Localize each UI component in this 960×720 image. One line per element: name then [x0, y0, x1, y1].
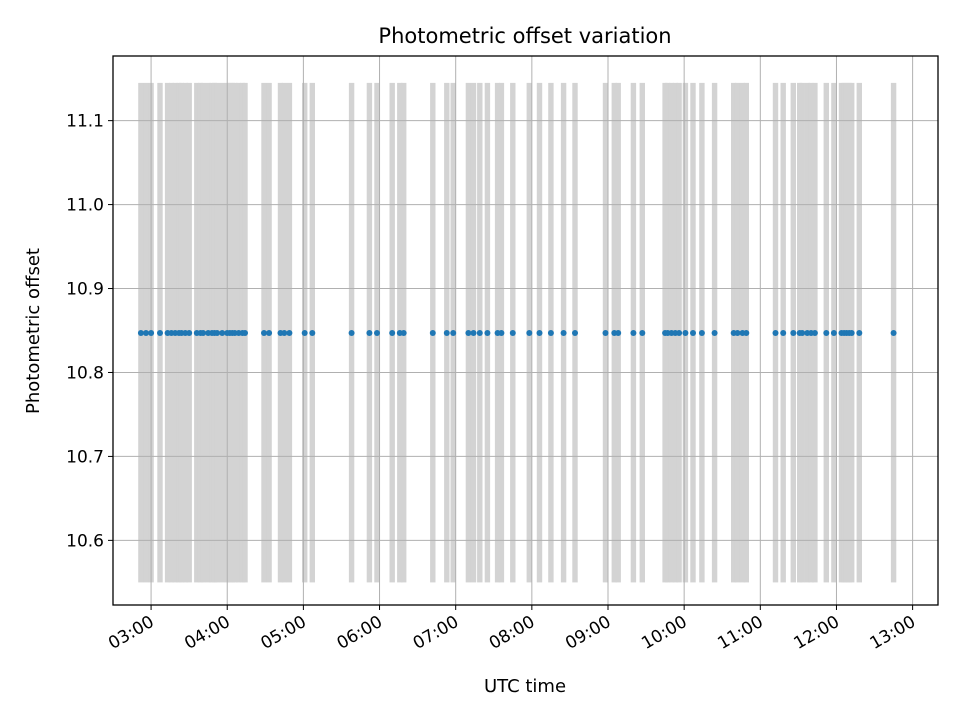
data-points — [137, 330, 897, 336]
data-point — [630, 330, 637, 336]
data-point — [498, 330, 505, 336]
y-tick-label: 10.6 — [66, 531, 104, 551]
y-tick-label: 10.8 — [66, 363, 104, 383]
data-point — [509, 330, 516, 336]
data-point — [470, 330, 477, 336]
data-point — [848, 330, 855, 336]
data-point — [682, 330, 689, 336]
data-point — [301, 330, 308, 336]
plot-frame — [112, 55, 939, 606]
data-point — [374, 330, 380, 336]
data-point — [690, 330, 696, 336]
data-point — [676, 330, 683, 336]
data-point — [148, 330, 155, 336]
data-point — [143, 330, 149, 336]
data-point — [450, 330, 457, 336]
data-point — [698, 330, 705, 336]
data-point — [186, 330, 193, 336]
data-point — [526, 330, 533, 336]
y-tick-label: 11.0 — [66, 196, 104, 216]
data-point — [734, 330, 741, 336]
data-point — [400, 330, 407, 336]
data-point — [790, 330, 797, 336]
data-point — [266, 330, 273, 336]
data-point — [615, 330, 622, 336]
data-point — [572, 330, 578, 336]
data-point — [560, 330, 567, 336]
data-point — [214, 330, 221, 336]
data-point — [780, 330, 787, 336]
data-point — [484, 330, 491, 336]
data-point — [856, 330, 863, 336]
data-point — [890, 330, 897, 336]
data-point — [639, 330, 646, 336]
data-point — [476, 330, 483, 336]
data-point — [242, 330, 248, 336]
data-point — [443, 330, 450, 336]
data-point — [157, 330, 163, 336]
data-point — [743, 330, 750, 336]
y-tick-label: 10.7 — [66, 447, 104, 467]
data-point — [200, 330, 207, 336]
data-point — [348, 330, 355, 336]
data-point — [309, 330, 316, 336]
data-point — [465, 330, 472, 336]
data-point — [536, 330, 543, 336]
y-axis: 10.6 10.7 10.8 10.9 11.0 11.1 — [66, 112, 113, 551]
data-point — [823, 330, 830, 336]
data-point — [811, 330, 818, 336]
data-point — [137, 330, 144, 336]
data-point — [830, 330, 837, 336]
data-point — [772, 330, 779, 336]
data-point — [799, 330, 806, 336]
chart-title: Photometric offset variation — [378, 24, 671, 48]
data-point — [711, 330, 718, 336]
y-tick-label: 10.9 — [66, 280, 104, 300]
data-point — [261, 330, 267, 336]
data-point — [547, 330, 554, 336]
data-point — [389, 330, 396, 336]
grid-lines — [113, 56, 938, 605]
data-point — [366, 330, 373, 336]
data-point — [281, 330, 288, 336]
data-point — [602, 330, 609, 336]
data-point — [219, 330, 226, 336]
y-axis-title: Photometric offset — [23, 248, 44, 414]
x-axis-title: UTC time — [484, 676, 566, 697]
y-tick-label: 11.1 — [66, 112, 104, 132]
data-point — [429, 330, 436, 336]
data-point — [286, 330, 293, 336]
